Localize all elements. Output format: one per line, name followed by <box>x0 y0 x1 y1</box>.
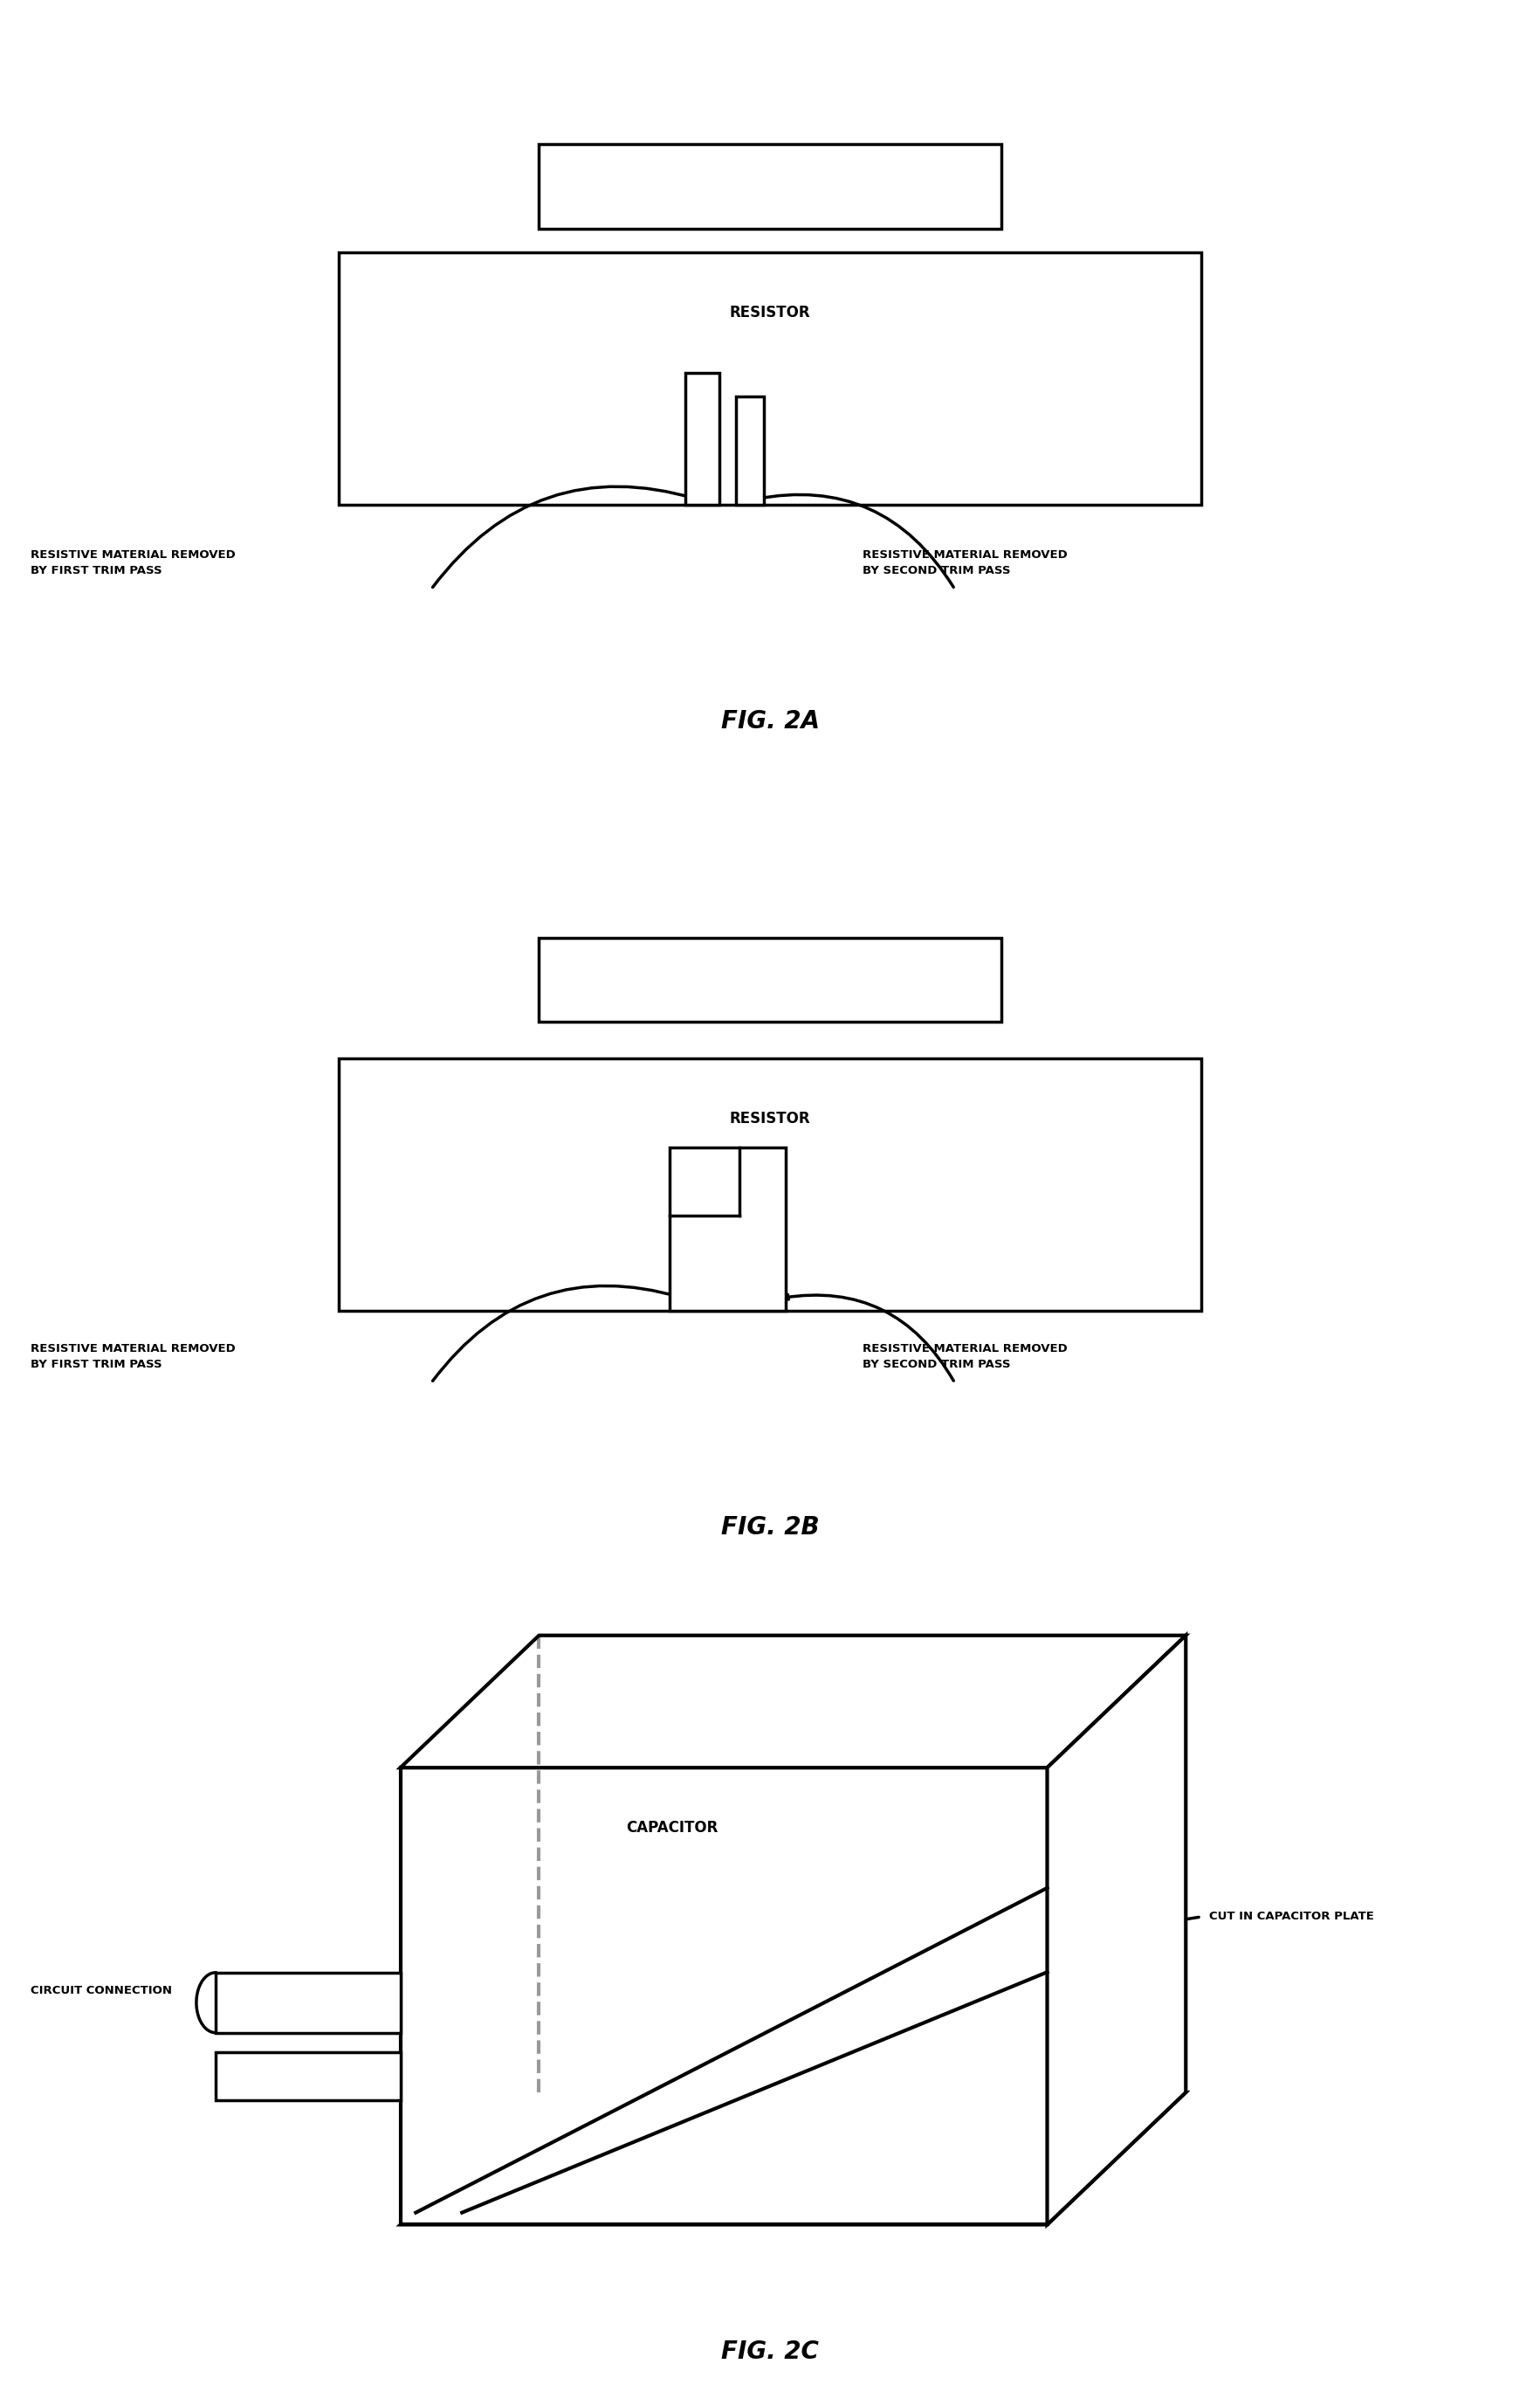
Text: FIG. 2B: FIG. 2B <box>721 1515 819 1539</box>
Text: RESISTOR: RESISTOR <box>730 1111 810 1126</box>
Text: RESISTIVE MATERIAL REMOVED
BY SECOND TRIM PASS: RESISTIVE MATERIAL REMOVED BY SECOND TRI… <box>862 1342 1067 1371</box>
Polygon shape <box>400 2092 1186 2225</box>
Text: FIG. 2A: FIG. 2A <box>721 709 819 734</box>
Bar <box>685 373 719 505</box>
Polygon shape <box>400 1635 1186 1768</box>
Bar <box>736 397 764 505</box>
Text: CAPACITOR: CAPACITOR <box>627 1821 718 1835</box>
Text: RESISTIVE MATERIAL REMOVED
BY FIRST TRIM PASS: RESISTIVE MATERIAL REMOVED BY FIRST TRIM… <box>31 548 236 577</box>
Text: RESISTIVE MATERIAL REMOVED
BY SECOND TRIM PASS: RESISTIVE MATERIAL REMOVED BY SECOND TRI… <box>862 548 1067 577</box>
Bar <box>216 2051 400 2100</box>
Text: CUT IN CAPACITOR PLATE: CUT IN CAPACITOR PLATE <box>1209 1912 1374 1922</box>
Bar <box>670 1147 785 1311</box>
Text: RESISTIVE MATERIAL REMOVED
BY FIRST TRIM PASS: RESISTIVE MATERIAL REMOVED BY FIRST TRIM… <box>31 1342 236 1371</box>
Text: "L" CUT: "L" CUT <box>736 972 804 988</box>
Text: DOUBLE PLUNGE: DOUBLE PLUNGE <box>696 178 844 195</box>
Text: FIG. 2C: FIG. 2C <box>721 2340 819 2364</box>
Bar <box>539 938 1001 1022</box>
Bar <box>539 144 1001 228</box>
Bar <box>339 1058 1201 1311</box>
Bar <box>400 1768 1047 2225</box>
Bar <box>216 1972 400 2032</box>
Polygon shape <box>1047 1635 1186 2225</box>
Bar <box>339 253 1201 505</box>
Text: CIRCUIT CONNECTION: CIRCUIT CONNECTION <box>31 1984 172 1996</box>
Text: RESISTOR: RESISTOR <box>730 305 810 320</box>
